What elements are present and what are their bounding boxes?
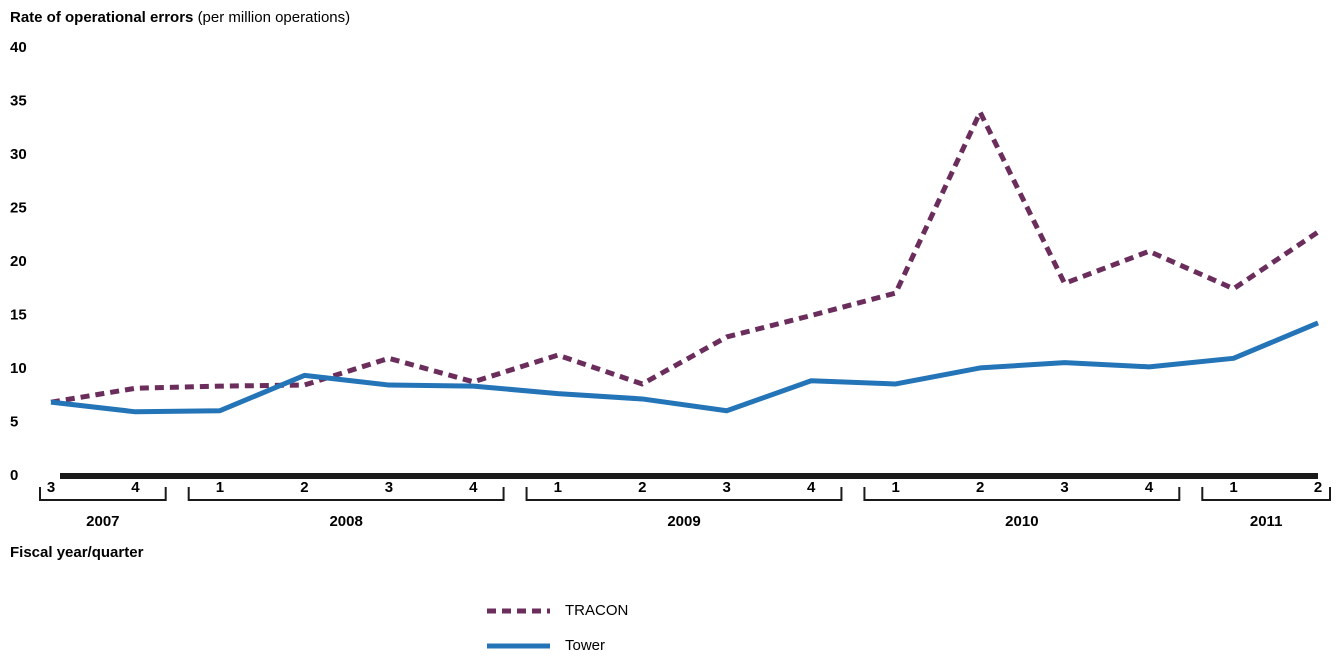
y-tick-label: 0 [10,467,18,484]
x-tick-label: 3 [47,479,55,496]
y-tick-label: 10 [10,360,27,377]
x-tick-label: 4 [807,479,816,496]
y-tick-label: 25 [10,199,27,216]
x-tick-label: 1 [554,479,562,496]
y-label-unit: (per million operations) [198,9,351,26]
y-tick-label: 30 [10,146,27,163]
line-series [50,109,1320,405]
year-bracket [187,487,505,501]
y-axis-title: Rate of operational errors (per million … [10,9,350,26]
y-label: Rate of operational errors [10,9,193,26]
x-tick-label: 2 [976,479,984,496]
y-tick-label: 20 [10,253,27,270]
x-tick-label: 1 [216,479,224,496]
legend-label: TRACON [565,602,628,619]
x-tick-label: 4 [469,479,478,496]
y-tick-label: 35 [10,92,27,109]
x-tick-label: 4 [131,479,140,496]
line-series [50,320,1319,415]
year-label: 2008 [329,513,362,530]
x-tick-label: 2 [638,479,646,496]
y-tick-label: 5 [10,413,18,430]
y-tick-label: 40 [10,39,27,56]
x-tick-label: 2 [1314,479,1322,496]
year-bracket [525,487,843,501]
x-tick-label: 1 [891,479,899,496]
x-tick-label: 4 [1145,479,1154,496]
legend-label: Tower [565,637,605,654]
year-label: 2007 [86,513,119,530]
year-label: 2011 [1250,513,1283,530]
year-bracket [39,487,167,501]
year-label: 2009 [667,513,700,530]
x-tick-label: 3 [1060,479,1068,496]
x-tick-label: 3 [723,479,731,496]
year-label: 2010 [1005,513,1038,530]
y-tick-label: 15 [10,306,27,323]
x-tick-label: 3 [385,479,393,496]
x-tick-label: 2 [300,479,308,496]
year-bracket [863,487,1181,501]
x-axis-title: Fiscal year/quarter [10,544,144,561]
year-bracket [1201,487,1331,501]
x-tick-label: 1 [1229,479,1237,496]
